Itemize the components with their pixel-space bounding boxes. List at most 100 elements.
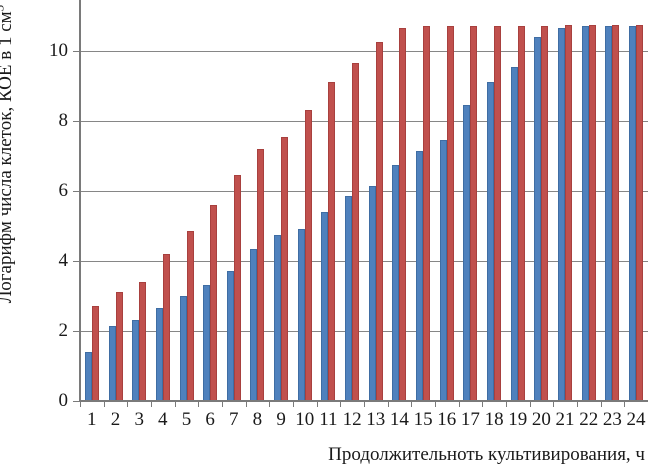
bar-series-red-cat4 [162,254,170,401]
bar-series-red-cat18 [494,26,502,401]
x-axis-tick-18 [505,402,507,407]
bar-series-red-cat9 [281,137,289,401]
bar-series-red-cat3 [139,282,147,401]
x-axis-tick-14 [411,402,413,407]
bar-series-blue-cat7 [226,271,234,401]
y-tick-label-8: 8 [58,110,69,131]
y-tick-label-4: 4 [58,250,69,271]
bar-series-red-cat22 [588,25,596,401]
x-axis-tick-7 [245,402,247,407]
x-tick-label-4: 4 [158,409,168,430]
x-axis-tick-4 [174,402,176,407]
x-tick-label-10: 10 [295,409,315,430]
bar-series-blue-cat24 [629,26,636,401]
bar-series-blue-cat15 [416,151,424,401]
bar-series-red-cat7 [233,175,241,401]
x-axis-tick-8 [269,402,271,407]
bar-series-blue-cat13 [368,186,376,401]
bar-series-blue-cat20 [534,37,542,401]
bar-series-red-cat2 [115,292,123,401]
y-tick-label-0: 0 [58,390,69,411]
bar-series-blue-cat8 [250,249,258,401]
y-axis-title-text: Логарифм числа клеток, КОЕ в 1 см [0,11,16,304]
bar-series-red-cat19 [517,26,525,401]
x-tick-label-16: 16 [437,409,457,430]
bar-series-red-cat12 [352,63,360,401]
y-axis-tick-2 [73,331,80,332]
y-tick-label-6: 6 [58,180,69,201]
x-tick-label-23: 23 [602,409,622,430]
x-axis-line [79,400,648,402]
y-axis-tick-8 [73,121,80,122]
x-axis-tick-21 [576,402,578,407]
bar-series-blue-cat11 [321,212,329,401]
x-tick-label-14: 14 [389,409,409,430]
bar-series-red-cat11 [328,82,336,401]
x-axis-tick-0 [80,402,81,407]
bar-series-blue-cat1 [84,352,92,401]
x-tick-label-15: 15 [413,409,433,430]
y-axis-tick-0 [73,401,80,402]
y-axis-tick-4 [73,261,80,262]
x-axis-tick-20 [553,402,555,407]
y-axis-tick-10 [73,51,80,52]
y-tick-label-10: 10 [49,40,68,61]
x-tick-label-19: 19 [508,409,528,430]
bar-series-blue-cat22 [581,26,589,401]
y-axis-line [79,0,81,402]
x-tick-label-1: 1 [87,409,97,430]
gridline-y6 [80,190,648,192]
x-axis-tick-9 [292,402,294,407]
bar-series-blue-cat2 [108,326,116,401]
bar-series-blue-cat5 [179,296,187,401]
bar-series-blue-cat4 [155,308,163,401]
bar-series-blue-cat18 [487,82,495,401]
bar-series-red-cat15 [423,26,431,401]
bar-series-red-cat13 [375,42,383,401]
x-tick-label-22: 22 [579,409,599,430]
x-tick-label-13: 13 [366,409,386,430]
x-axis-tick-13 [387,402,389,407]
y-axis-title: Логарифм числа клеток, КОЕ в 1 см3 [0,0,17,315]
x-axis-tick-12 [363,402,365,407]
x-axis-tick-3 [150,402,152,407]
x-tick-label-3: 3 [134,409,144,430]
y-tick-label-2: 2 [58,320,69,341]
bar-series-red-cat20 [541,26,549,401]
y-axis-title-superscript: 3 [0,5,7,12]
y-axis-tick-6 [73,191,80,192]
x-axis-tick-10 [316,402,318,407]
x-axis-tick-11 [340,402,342,407]
bar-series-red-cat16 [446,26,454,401]
x-tick-label-8: 8 [252,409,263,430]
bar-series-blue-cat9 [274,235,282,401]
x-axis-title: Продолжительноть культивирования, ч [328,444,645,465]
x-tick-label-5: 5 [181,409,192,430]
x-tick-label-17: 17 [460,409,480,430]
gridline-y8 [80,120,648,122]
x-tick-label-2: 2 [110,409,121,430]
bar-series-blue-cat6 [203,285,211,401]
x-tick-label-20: 20 [531,409,551,430]
bar-series-red-cat5 [186,231,194,401]
x-axis-tick-1 [103,402,105,407]
x-axis-tick-17 [482,402,484,407]
x-tick-label-24: 24 [626,409,646,430]
x-axis-tick-15 [434,402,436,407]
bar-series-red-cat8 [257,149,265,401]
x-tick-label-6: 6 [205,409,215,430]
bar-series-blue-cat10 [297,229,305,401]
x-tick-label-11: 11 [319,409,338,430]
x-axis-tick-5 [198,402,200,407]
gridline-y2 [80,330,648,332]
bar-series-red-cat10 [304,110,312,401]
x-axis-tick-22 [600,402,602,407]
bar-series-red-cat6 [210,205,218,401]
x-axis-tick-19 [529,402,531,407]
bar-series-red-cat23 [612,25,620,401]
bar-series-blue-cat12 [345,196,353,401]
bar-series-blue-cat21 [558,28,565,401]
x-tick-label-7: 7 [229,409,239,430]
bar-series-red-cat14 [399,28,407,401]
